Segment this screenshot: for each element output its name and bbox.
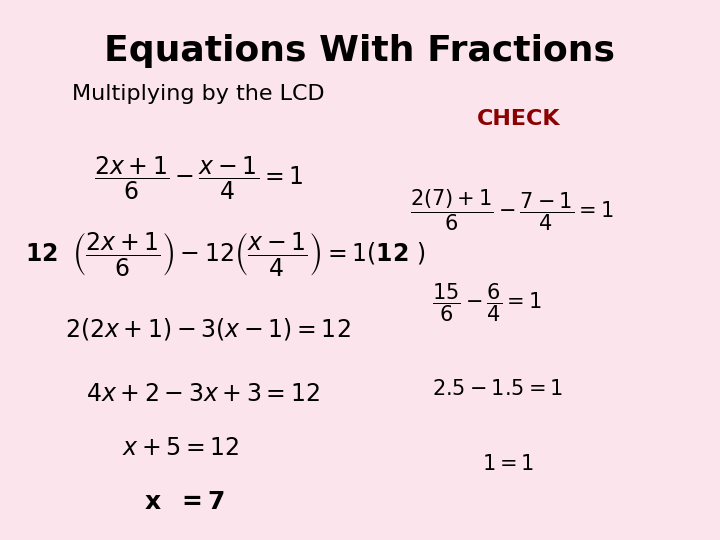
Text: $\dfrac{15}{6}-\dfrac{6}{4}=1$: $\dfrac{15}{6}-\dfrac{6}{4}=1$ [432,281,541,323]
Text: $x+5=12$: $x+5=12$ [122,436,240,460]
Text: $\mathbf{12}$: $\mathbf{12}$ [25,242,58,266]
Text: $\dfrac{2(7)+1}{6}-\dfrac{7-1}{4}=1$: $\dfrac{2(7)+1}{6}-\dfrac{7-1}{4}=1$ [410,188,614,233]
Text: Multiplying by the LCD: Multiplying by the LCD [72,84,325,105]
Text: $2.5-1.5=1$: $2.5-1.5=1$ [432,379,563,399]
Text: $1=1$: $1=1$ [482,454,535,475]
Text: $2(2x+1)-3(x-1)=12$: $2(2x+1)-3(x-1)=12$ [65,316,351,342]
Text: CHECK: CHECK [477,109,560,129]
Text: $4x+2-3x+3=12$: $4x+2-3x+3=12$ [86,382,320,406]
Text: Equations With Fractions: Equations With Fractions [104,35,616,68]
Text: $\mathbf{x\ \ =7}$: $\mathbf{x\ \ =7}$ [144,490,225,514]
Text: $\left(\dfrac{2x+1}{6}\right)-12\left(\dfrac{x-1}{4}\right)=1(\mathbf{12}\ )$: $\left(\dfrac{2x+1}{6}\right)-12\left(\d… [72,230,426,278]
Text: $\dfrac{2x+1}{6} - \dfrac{x-1}{4} = 1$: $\dfrac{2x+1}{6} - \dfrac{x-1}{4} = 1$ [94,154,303,202]
